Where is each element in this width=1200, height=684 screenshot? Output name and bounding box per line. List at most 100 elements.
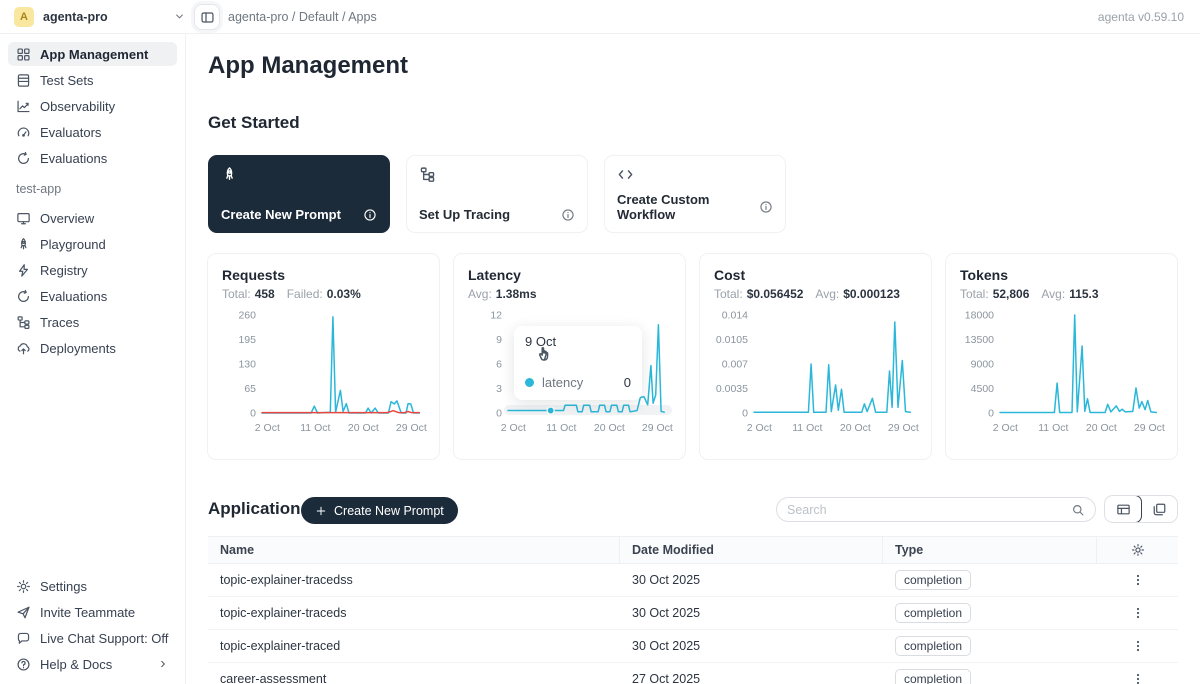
sidebar-item-invite-teammate[interactable]: Invite Teammate bbox=[8, 600, 177, 624]
breadcrumb[interactable]: agenta-pro / Default / Apps bbox=[228, 10, 377, 24]
sidebar-item-registry[interactable]: Registry bbox=[8, 258, 177, 282]
table-row[interactable]: topic-explainer-traceds30 Oct 2025comple… bbox=[208, 597, 1178, 630]
table-settings-button[interactable] bbox=[1131, 543, 1145, 557]
sidebar-item-help-docs[interactable]: Help & Docs bbox=[8, 652, 177, 676]
table-row[interactable]: career-assessment27 Oct 2025completion bbox=[208, 663, 1178, 684]
cost-chart[interactable]: 0.0140.01050.0070.003502 Oct11 Oct20 Oct… bbox=[714, 307, 919, 441]
table-header: NameDate ModifiedType bbox=[208, 536, 1178, 564]
row-actions-button[interactable] bbox=[1131, 606, 1145, 620]
table-view-icon bbox=[1116, 502, 1131, 517]
card-view-icon bbox=[1152, 502, 1167, 517]
chart-stat: Total:$0.056452 bbox=[714, 287, 803, 301]
sidebar-item-evaluations[interactable]: Evaluations bbox=[8, 284, 177, 308]
card-label: Set Up Tracing bbox=[419, 207, 510, 222]
refresh-icon bbox=[16, 151, 31, 166]
info-icon[interactable] bbox=[759, 200, 773, 214]
chevron-down-icon bbox=[173, 10, 186, 23]
card-view-button[interactable] bbox=[1141, 496, 1177, 522]
column-header-name[interactable]: Name bbox=[208, 537, 620, 563]
svg-text:260: 260 bbox=[238, 310, 256, 322]
create-custom-workflow-card[interactable]: Create Custom Workflow bbox=[604, 155, 786, 233]
svg-text:130: 130 bbox=[238, 359, 256, 371]
sidebar-item-evaluators[interactable]: Evaluators bbox=[8, 120, 177, 144]
svg-text:65: 65 bbox=[244, 383, 256, 395]
row-actions-button[interactable] bbox=[1131, 672, 1145, 684]
svg-text:9000: 9000 bbox=[971, 359, 995, 371]
create-new-prompt-button[interactable]: Create New Prompt bbox=[301, 497, 458, 524]
svg-text:195: 195 bbox=[238, 334, 256, 346]
table-row[interactable]: topic-explainer-tracedss30 Oct 2025compl… bbox=[208, 564, 1178, 597]
date-modified: 30 Oct 2025 bbox=[620, 606, 883, 620]
table-row[interactable]: topic-explainer-traced30 Oct 2025complet… bbox=[208, 630, 1178, 663]
chart-stats: Total:52,806Avg:115.3 bbox=[960, 287, 1163, 301]
chart-title: Latency bbox=[468, 267, 671, 283]
sidebar-item-label: Playground bbox=[40, 237, 106, 252]
svg-text:29 Oct: 29 Oct bbox=[1134, 422, 1165, 434]
column-settings bbox=[1097, 537, 1178, 563]
app-version: agenta v0.59.10 bbox=[1098, 0, 1184, 34]
series-dot bbox=[525, 378, 534, 387]
actions-cell bbox=[1097, 639, 1178, 653]
actions-cell bbox=[1097, 606, 1178, 620]
sidebar-item-label: Evaluations bbox=[40, 151, 107, 166]
create-button-label: Create New Prompt bbox=[334, 504, 444, 518]
sidebar-item-app-management[interactable]: App Management bbox=[8, 42, 177, 66]
chart-title: Requests bbox=[222, 267, 425, 283]
sidebar-item-label: Observability bbox=[40, 99, 115, 114]
search-box[interactable] bbox=[776, 497, 1096, 522]
sidebar-footer-nav: SettingsInvite TeammateLive Chat Support… bbox=[8, 574, 177, 678]
svg-text:29 Oct: 29 Oct bbox=[888, 422, 919, 434]
row-actions-button[interactable] bbox=[1131, 573, 1145, 587]
create-new-prompt-card[interactable]: Create New Prompt bbox=[208, 155, 390, 233]
svg-text:9: 9 bbox=[496, 334, 502, 346]
sidebar-item-test-sets[interactable]: Test Sets bbox=[8, 68, 177, 92]
chart-title: Tokens bbox=[960, 267, 1163, 283]
sidebar-item-label: Test Sets bbox=[40, 73, 93, 88]
sidebar-item-deployments[interactable]: Deployments bbox=[8, 336, 177, 360]
tooltip-value: 0 bbox=[624, 375, 631, 390]
sidebar-project-nav: Overview Playground Registry Evaluations Tra… bbox=[8, 206, 177, 360]
sidebar-item-observability[interactable]: Observability bbox=[8, 94, 177, 118]
table-view-button[interactable] bbox=[1104, 495, 1142, 523]
info-icon[interactable] bbox=[561, 208, 575, 222]
sidebar-item-label: Traces bbox=[40, 315, 79, 330]
sidebar-item-evaluations[interactable]: Evaluations bbox=[8, 146, 177, 170]
chat-icon bbox=[16, 631, 31, 646]
sidebar-item-live-chat-support-off[interactable]: Live Chat Support: Off bbox=[8, 626, 177, 650]
top-bar: A agenta-pro agenta-pro / Default / Apps… bbox=[0, 0, 1200, 34]
sidebar-item-traces[interactable]: Traces bbox=[8, 310, 177, 334]
actions-cell bbox=[1097, 573, 1178, 587]
card-label: Create New Prompt bbox=[221, 207, 341, 222]
column-header-type[interactable]: Type bbox=[883, 537, 1097, 563]
sidebar-item-settings[interactable]: Settings bbox=[8, 574, 177, 598]
cost-chart-card: Cost Total:$0.056452Avg:$0.000123 0.0140… bbox=[699, 253, 932, 460]
sidebar-item-playground[interactable]: Playground bbox=[8, 232, 177, 256]
sidebar-item-label: App Management bbox=[40, 47, 148, 62]
sidebar-project-label: test-app bbox=[16, 182, 177, 196]
requests-series bbox=[262, 317, 419, 413]
monitor-icon bbox=[16, 211, 31, 226]
svg-text:0: 0 bbox=[250, 408, 256, 420]
workspace-switcher[interactable]: A agenta-pro bbox=[0, 7, 186, 27]
rocket-icon bbox=[16, 237, 31, 252]
column-header-date-modified[interactable]: Date Modified bbox=[620, 537, 883, 563]
sidebar-item-overview[interactable]: Overview bbox=[8, 206, 177, 230]
chart-stat: Failed:0.03% bbox=[287, 287, 361, 301]
gauge-icon bbox=[16, 125, 31, 140]
svg-text:20 Oct: 20 Oct bbox=[1086, 422, 1117, 434]
sidebar-toggle-button[interactable] bbox=[194, 4, 220, 30]
svg-text:2 Oct: 2 Oct bbox=[501, 422, 526, 434]
info-icon[interactable] bbox=[363, 208, 377, 222]
search-icon bbox=[1071, 503, 1085, 517]
requests-chart[interactable]: 2601951306502 Oct11 Oct20 Oct29 Oct bbox=[222, 307, 427, 441]
search-input[interactable] bbox=[787, 503, 1071, 517]
set-up-tracing-card[interactable]: Set Up Tracing bbox=[406, 155, 588, 233]
row-actions-button[interactable] bbox=[1131, 639, 1145, 653]
sidebar-item-label: Registry bbox=[40, 263, 88, 278]
svg-text:0.007: 0.007 bbox=[722, 359, 748, 371]
tokens-chart[interactable]: 18000135009000450002 Oct11 Oct20 Oct29 O… bbox=[960, 307, 1165, 441]
failed-series bbox=[262, 411, 419, 413]
sidebar-item-label: Overview bbox=[40, 211, 94, 226]
applications-table: NameDate ModifiedType topic-explainer-tr… bbox=[208, 536, 1178, 684]
svg-text:29 Oct: 29 Oct bbox=[642, 422, 673, 434]
